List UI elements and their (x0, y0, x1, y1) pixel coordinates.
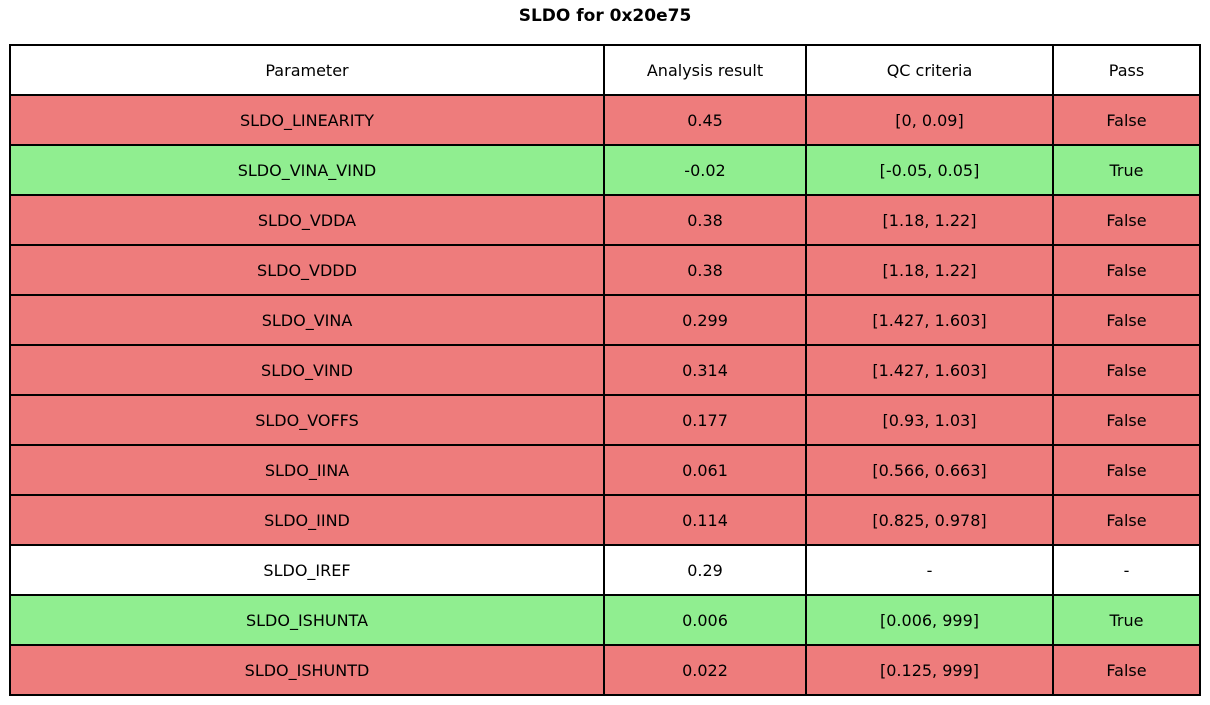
page-title: SLDO for 0x20e75 (518, 6, 692, 26)
cell-analysis-result: 0.299 (603, 294, 807, 346)
table-row: SLDO_IREF 0.29- - (9, 544, 1201, 596)
col-header-qc-criteria: QC criteria (805, 44, 1054, 96)
cell-analysis-result: 0.022 (603, 644, 807, 696)
cell-pass: False (1052, 244, 1201, 296)
cell-qc-criteria: [0.566, 0.663] (805, 444, 1054, 496)
cell-qc-criteria: - (805, 544, 1054, 596)
table-row: SLDO_IINA 0.061 [0.566, 0.663] False (9, 444, 1201, 496)
cell-qc-criteria: [1.18, 1.22] (805, 194, 1054, 246)
cell-parameter: SLDO_ISHUNTD (9, 644, 605, 696)
cell-parameter: SLDO_VIND (9, 344, 605, 396)
cell-parameter: SLDO_VINA (9, 294, 605, 346)
cell-qc-criteria: [0.125, 999] (805, 644, 1054, 696)
cell-pass: False (1052, 294, 1201, 346)
cell-qc-criteria: [-0.05, 0.05] (805, 144, 1054, 196)
cell-pass: False (1052, 444, 1201, 496)
table-row: SLDO_VDDA 0.38 [1.18, 1.22] False (9, 194, 1201, 246)
col-header-analysis-result: Analysis result (603, 44, 807, 96)
cell-pass: - (1052, 544, 1201, 596)
cell-parameter: SLDO_IIND (9, 494, 605, 546)
col-header-pass: Pass (1052, 44, 1201, 96)
col-header-parameter: Parameter (9, 44, 605, 96)
table-row: SLDO_IIND 0.114 [0.825, 0.978] False (9, 494, 1201, 546)
cell-parameter: SLDO_ISHUNTA (9, 594, 605, 646)
cell-analysis-result: 0.45 (603, 94, 807, 146)
table-row: SLDO_VDDD 0.38 [1.18, 1.22] False (9, 244, 1201, 296)
cell-analysis-result: 0.177 (603, 394, 807, 446)
table-row: SLDO_ISHUNTA 0.006 [0.006, 999] True (9, 594, 1201, 646)
cell-analysis-result: 0.38 (603, 194, 807, 246)
table-row: SLDO_VIND 0.314 [1.427, 1.603] False (9, 344, 1201, 396)
cell-analysis-result: 0.006 (603, 594, 807, 646)
cell-pass: False (1052, 394, 1201, 446)
cell-pass: False (1052, 94, 1201, 146)
cell-parameter: SLDO_VOFFS (9, 394, 605, 446)
cell-parameter: SLDO_LINEARITY (9, 94, 605, 146)
cell-qc-criteria: [1.427, 1.603] (805, 294, 1054, 346)
cell-qc-criteria: [0.93, 1.03] (805, 394, 1054, 446)
qc-table: Parameter Analysis result QC criteria Pa… (9, 44, 1201, 696)
cell-parameter: SLDO_VDDD (9, 244, 605, 296)
cell-pass: True (1052, 144, 1201, 196)
table-body: SLDO_LINEARITY 0.45 [0, 0.09] False SLDO_VIN… (9, 94, 1201, 696)
cell-analysis-result: 0.061 (603, 444, 807, 496)
table-row: SLDO_LINEARITY 0.45 [0, 0.09] False (9, 94, 1201, 146)
cell-parameter: SLDO_IINA (9, 444, 605, 496)
cell-qc-criteria: [1.18, 1.22] (805, 244, 1054, 296)
cell-analysis-result: 0.29 (603, 544, 807, 596)
cell-analysis-result: 0.38 (603, 244, 807, 296)
cell-qc-criteria: [0.825, 0.978] (805, 494, 1054, 546)
cell-qc-criteria: [0.006, 999] (805, 594, 1054, 646)
table-row: SLDO_VINA_VIND -0.02 [-0.05, 0.05] True (9, 144, 1201, 196)
cell-parameter: SLDO_VDDA (9, 194, 605, 246)
cell-qc-criteria: [0, 0.09] (805, 94, 1054, 146)
table-row: SLDO_VOFFS 0.177 [0.93, 1.03] False (9, 394, 1201, 446)
cell-pass: False (1052, 344, 1201, 396)
table-row: SLDO_ISHUNTD 0.022 [0.125, 999] False (9, 644, 1201, 696)
cell-pass: False (1052, 194, 1201, 246)
cell-pass: True (1052, 594, 1201, 646)
table-row: SLDO_VINA 0.299 [1.427, 1.603] False (9, 294, 1201, 346)
cell-parameter: SLDO_VINA_VIND (9, 144, 605, 196)
cell-pass: False (1052, 644, 1201, 696)
header-row: Parameter Analysis result QC criteria Pa… (9, 44, 1201, 96)
cell-qc-criteria: [1.427, 1.603] (805, 344, 1054, 396)
cell-pass: False (1052, 494, 1201, 546)
cell-analysis-result: 0.114 (603, 494, 807, 546)
cell-analysis-result: -0.02 (603, 144, 807, 196)
cell-analysis-result: 0.314 (603, 344, 807, 396)
cell-parameter: SLDO_IREF (9, 544, 605, 596)
